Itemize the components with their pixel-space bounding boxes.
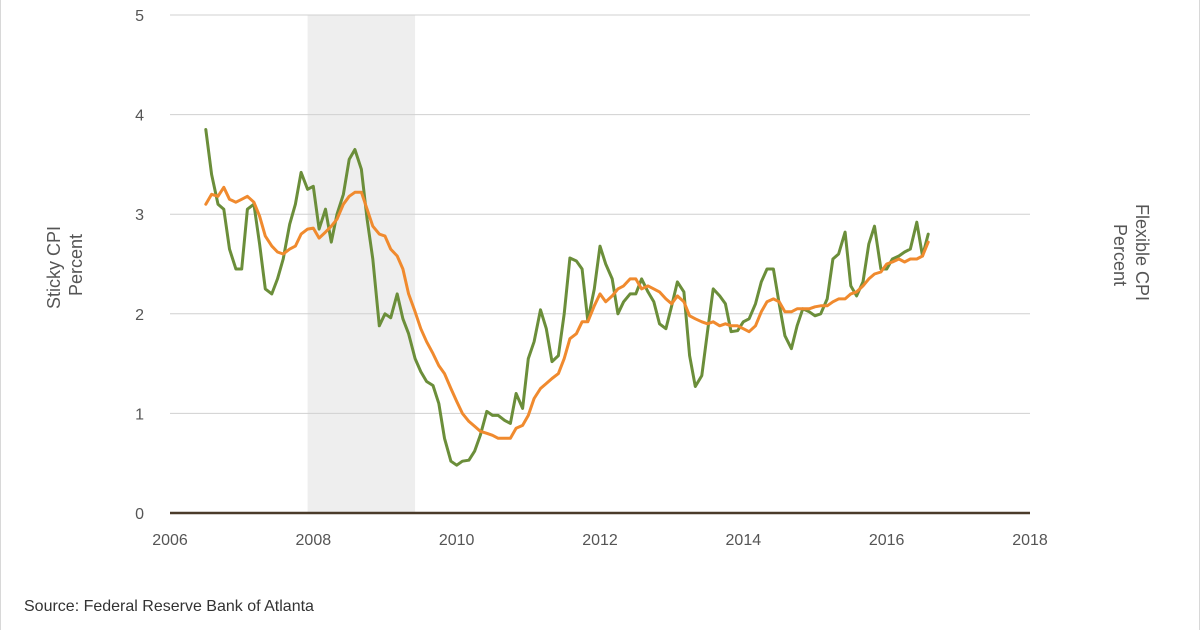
series-line-green: [204, 128, 930, 467]
series-line-orange: [204, 185, 930, 440]
left-border: [0, 0, 1, 630]
x-tick-label: 2006: [152, 532, 188, 549]
x-tick-label: 2010: [439, 532, 475, 549]
y-axis-ticks: 0 1 2 3 4 5: [135, 8, 144, 523]
series-lines: [204, 128, 930, 467]
recession-band: [307, 15, 416, 513]
y-left-title-line1: Sticky CPI: [44, 226, 64, 309]
gridlines: [170, 14, 1030, 414]
x-tick-label: 2008: [296, 532, 332, 549]
x-tick-label: 2016: [869, 532, 905, 549]
line-chart: 0 1 2 3 4 5 2006 2008 2010 2012 2014 2016 2018 Stic…: [44, 8, 1152, 549]
y-tick-label: 0: [135, 506, 144, 523]
y-tick-label: 5: [135, 8, 144, 25]
x-tick-label: 2014: [726, 532, 762, 549]
y-tick-label: 2: [135, 307, 144, 324]
x-axis-ticks: 2006 2008 2010 2012 2014 2016 2018: [152, 532, 1048, 549]
y-left-title-line2: Percent: [66, 234, 86, 296]
y-tick-label: 1: [135, 406, 144, 423]
y-tick-label: 3: [135, 207, 144, 224]
y-right-title-line2: Percent: [1110, 224, 1130, 286]
x-tick-label: 2012: [582, 532, 618, 549]
y-right-title-line1: Flexible CPI: [1132, 204, 1152, 301]
source-note: Source: Federal Reserve Bank of Atlanta: [24, 598, 314, 615]
y-right-title: Flexible CPI Percent: [1110, 204, 1152, 306]
y-left-title: Sticky CPI Percent: [44, 221, 86, 309]
x-tick-label: 2018: [1012, 532, 1048, 549]
y-tick-label: 4: [135, 108, 144, 125]
